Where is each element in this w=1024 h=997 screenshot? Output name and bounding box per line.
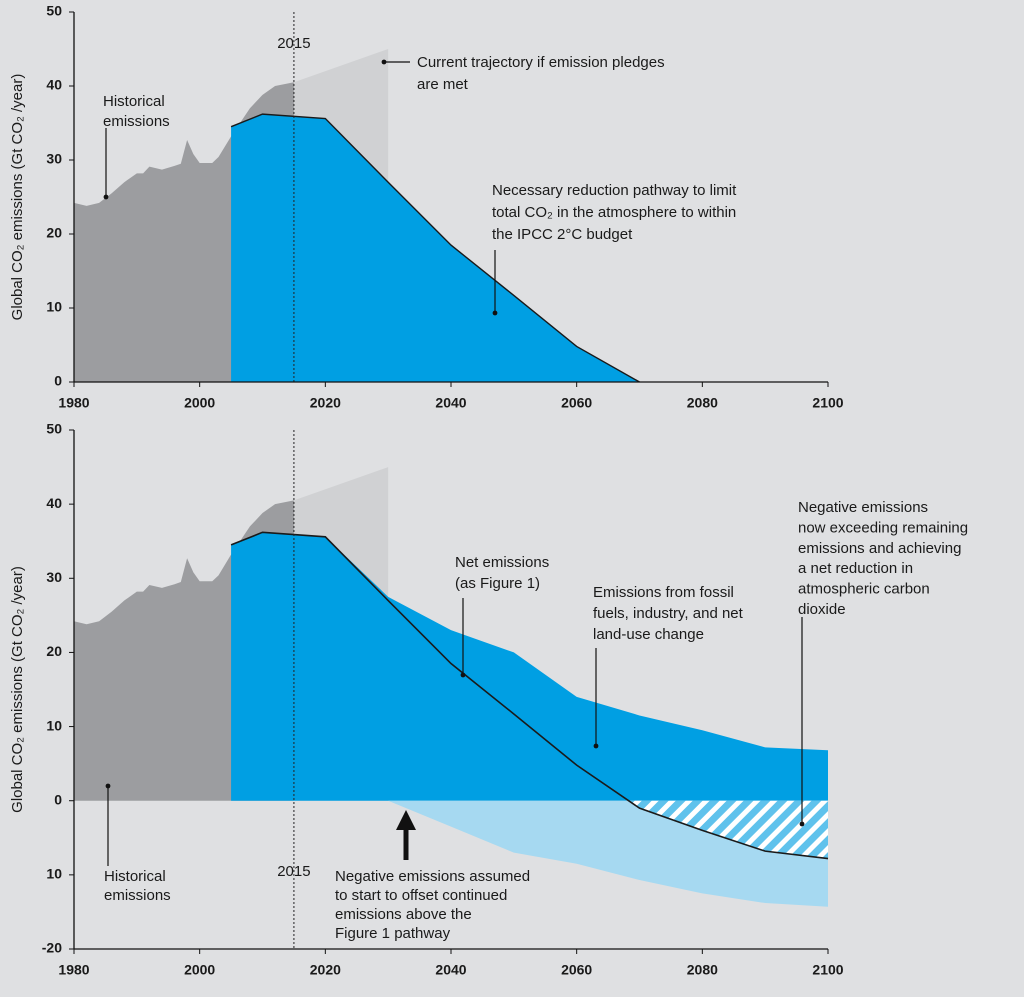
- area: [231, 114, 640, 383]
- y-tick-label: 40: [46, 77, 62, 93]
- x-tick-label: 2000: [184, 395, 215, 411]
- annotation-line: fuels, industry, and net: [593, 605, 744, 622]
- annotation: Net emissions (as Figure 1): [455, 554, 549, 592]
- annotation-line: Historical: [103, 93, 165, 110]
- annotation-line: Negative emissions: [798, 499, 928, 516]
- y-tick-label: 30: [46, 151, 62, 167]
- leader-dot: [103, 194, 109, 200]
- y-tick-label: 0: [54, 791, 62, 807]
- x-tick-label: 1980: [58, 395, 89, 411]
- annotation-line: Negative emissions assumed: [335, 868, 530, 885]
- annotation-line: emissions and achieving: [798, 540, 961, 557]
- annotation-line: emissions: [103, 113, 170, 130]
- leader-dot: [460, 672, 466, 678]
- annotation-line: a net reduction in: [798, 560, 913, 577]
- annotation-line: are met: [417, 76, 469, 93]
- y-tick-label: 0: [54, 373, 62, 389]
- y-tick-label: 30: [46, 569, 62, 585]
- annotation-line: (as Figure 1): [455, 575, 540, 592]
- annotation: Negative emissions now exceeding remainin…: [798, 499, 968, 618]
- arrow: [396, 810, 416, 860]
- annotation-line: the IPCC 2°C budget: [492, 226, 633, 243]
- annotation-line: atmospheric carbon: [798, 581, 930, 598]
- annotation: Emissions from fossil fuels, industry, an…: [593, 584, 744, 643]
- annotation: Historical emissions: [103, 93, 170, 130]
- y-tick-label: 10: [46, 717, 62, 733]
- x-tick-label: 2020: [310, 395, 341, 411]
- annotation-line: Emissions from fossil: [593, 584, 734, 601]
- hatched-area: [628, 800, 828, 859]
- x-tick-label: 2000: [184, 962, 215, 978]
- x-tick-label: 2040: [435, 395, 466, 411]
- y-tick-label: 50: [46, 421, 62, 437]
- area: [231, 532, 829, 801]
- annotation-line: Necessary reduction pathway to limit: [492, 182, 737, 199]
- annotation-line: land-use change: [593, 626, 704, 643]
- y-tick-label: 20: [46, 225, 62, 241]
- annotation: Negative emissions assumed to start to of…: [335, 868, 530, 942]
- x-tick-label: 2060: [561, 395, 592, 411]
- annotation: Historical emissions: [104, 868, 171, 904]
- annotation-line: Net emissions: [455, 554, 549, 571]
- annotation-line: Figure 1 pathway: [335, 925, 451, 942]
- annotation-line: dioxide: [798, 601, 846, 618]
- y-tick-label: 10: [46, 866, 62, 882]
- y-tick-label: 10: [46, 299, 62, 315]
- annotation-line: Historical: [104, 868, 166, 885]
- annotation-line: now exceeding remaining: [798, 519, 968, 536]
- annotation-line: to start to offset continued: [335, 887, 507, 904]
- x-tick-label: 2020: [310, 962, 341, 978]
- leader-dot: [799, 821, 805, 827]
- y-axis-title: Global CO₂ emissions (Gt CO₂ /year): [9, 566, 26, 813]
- net-line: [230, 531, 829, 860]
- y-tick-label: -20: [42, 940, 62, 956]
- leader-dot: [492, 310, 498, 316]
- annotation-line: emissions: [104, 887, 171, 904]
- annotation: Current trajectory if emission pledges ar…: [417, 54, 665, 93]
- y-axis-title: Global CO₂ emissions (Gt CO₂ /year): [9, 74, 26, 321]
- annotation-line: emissions above the: [335, 906, 472, 923]
- y-tick-label: 40: [46, 495, 62, 511]
- x-tick-label: 2100: [812, 395, 843, 411]
- annotation-line: Current trajectory if emission pledges: [417, 54, 665, 71]
- y-tick-label: 20: [46, 643, 62, 659]
- reference-label: 2015: [277, 35, 310, 52]
- leader-dot: [593, 743, 599, 749]
- leader-dot: [105, 783, 111, 789]
- x-tick-label: 1980: [58, 962, 89, 978]
- x-tick-label: 2100: [812, 962, 843, 978]
- x-tick-label: 2080: [687, 962, 718, 978]
- reference-label: 2015: [277, 863, 310, 880]
- annotation-line: total CO₂ in the atmosphere to within: [492, 204, 736, 221]
- annotation: Necessary reduction pathway to limit tota…: [492, 182, 737, 243]
- x-tick-label: 2060: [561, 962, 592, 978]
- y-tick-label: 50: [46, 3, 62, 19]
- area-edge: [230, 113, 640, 383]
- x-tick-label: 2080: [687, 395, 718, 411]
- x-tick-label: 2040: [435, 962, 466, 978]
- leader-dot: [381, 59, 387, 65]
